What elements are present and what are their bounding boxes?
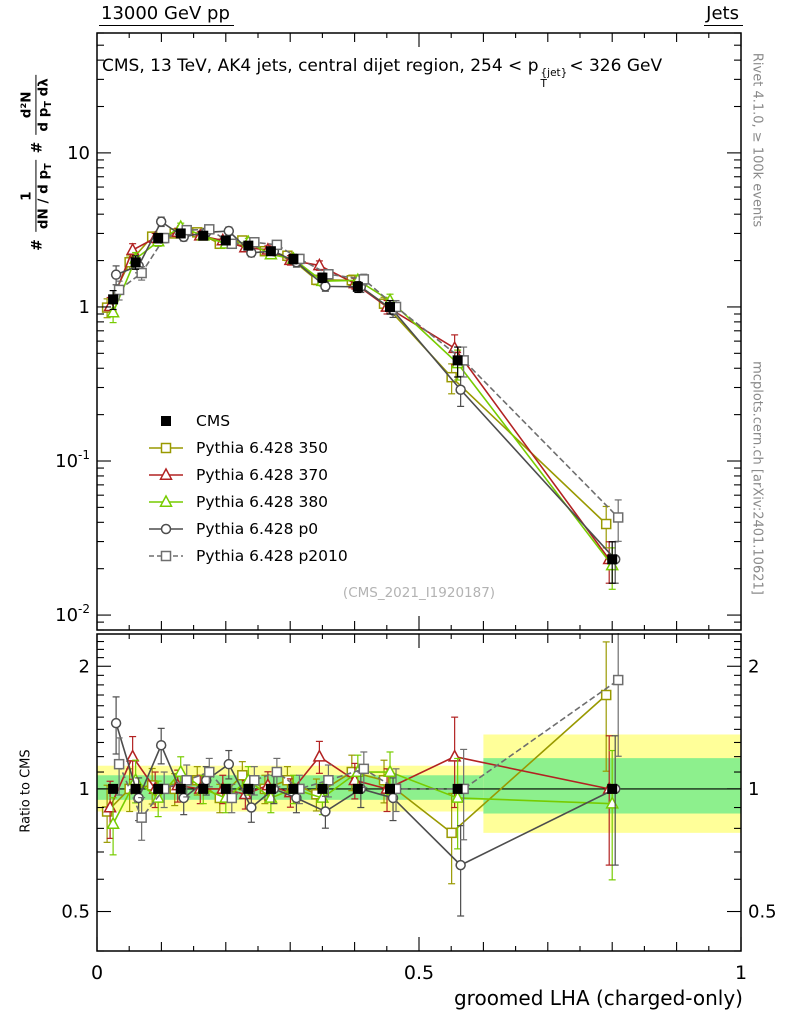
plot-title-suffix: < 326 GeV xyxy=(569,56,663,76)
svg-text:0.5: 0.5 xyxy=(748,902,777,923)
legend-item-cms: CMS xyxy=(146,407,348,434)
svg-text:0.5: 0.5 xyxy=(61,902,90,923)
hash-symbol-1: # xyxy=(29,239,45,251)
svg-text:0.5: 0.5 xyxy=(404,962,434,984)
cms-marker-icon xyxy=(146,412,186,430)
legend-item-pythia-380: Pythia 6.428 380 xyxy=(146,488,348,515)
legend-item-pythia-350: Pythia 6.428 350 xyxy=(146,434,348,461)
svg-text:2: 2 xyxy=(79,656,90,677)
pt-jet-stack: {jet} T xyxy=(540,67,568,91)
x-axis-title: groomed LHA (charged-only) xyxy=(453,986,743,1010)
hash-symbol-2: # xyxy=(29,141,45,154)
analysis-id-watermark: (CMS_2021_I1920187) xyxy=(342,585,496,601)
legend-label: Pythia 6.428 350 xyxy=(196,438,329,457)
ratio-axis-label: Ratio to CMS xyxy=(18,749,34,833)
beam-energy-label: 13000 GeV pp xyxy=(99,3,234,26)
series-main-0 xyxy=(108,228,618,584)
legend-label: Pythia 6.428 380 xyxy=(196,492,329,511)
plot-title: CMS, 13 TeV, AK4 jets, central dijet reg… xyxy=(102,56,662,90)
legend-label: Pythia 6.428 370 xyxy=(196,465,329,484)
pythia-p2010-marker-icon xyxy=(146,547,186,565)
legend-item-pythia-p2010: Pythia 6.428 p2010 xyxy=(146,542,348,569)
axis-ticks: 10 1 10-1 10-2 0.5 0.5 1 1 2 2 0 0.5 1 xyxy=(55,32,777,984)
mcplots-credit-label: mcplots.cern.ch [arXiv:2401.10621] xyxy=(749,361,765,595)
svg-text:1: 1 xyxy=(735,962,747,984)
svg-text:0: 0 xyxy=(91,962,103,984)
pt-jet-superscript: {jet} xyxy=(540,67,568,79)
svg-text:10-1: 10-1 xyxy=(55,448,90,472)
svg-text:1: 1 xyxy=(79,779,90,800)
legend-label: Pythia 6.428 p2010 xyxy=(196,546,348,565)
svg-text:10: 10 xyxy=(67,143,90,164)
legend: CMS Pythia 6.428 350 Pythia 6.428 370 Py… xyxy=(146,407,348,569)
observable-fraction: d²N d pT dλ xyxy=(18,75,55,135)
legend-label: Pythia 6.428 p0 xyxy=(196,519,319,538)
norm-fraction: 1 dN / d pT xyxy=(18,160,55,233)
svg-text:10-2: 10-2 xyxy=(55,602,90,626)
svg-text:1: 1 xyxy=(748,779,759,800)
pt-jet-subscript: T xyxy=(540,78,547,91)
legend-label: CMS xyxy=(196,411,231,430)
pythia-370-marker-icon xyxy=(146,466,186,484)
svg-text:2: 2 xyxy=(748,656,759,677)
pythia-p0-marker-icon xyxy=(146,520,186,538)
legend-item-pythia-370: Pythia 6.428 370 xyxy=(146,461,348,488)
rivet-version-label: Rivet 4.1.0, ≥ 100k events xyxy=(749,52,765,228)
y-axis-label: # 1 dN / d pT # d²N d pT dλ xyxy=(18,75,55,251)
legend-item-pythia-p0: Pythia 6.428 p0 xyxy=(146,515,348,542)
series-ratio-0 xyxy=(108,783,618,794)
analysis-group-label: Jets xyxy=(704,3,743,26)
plot-title-text: CMS, 13 TeV, AK4 jets, central dijet reg… xyxy=(102,56,539,76)
svg-text:1: 1 xyxy=(79,297,90,318)
pythia-350-marker-icon xyxy=(146,439,186,457)
pythia-380-marker-icon xyxy=(146,493,186,511)
